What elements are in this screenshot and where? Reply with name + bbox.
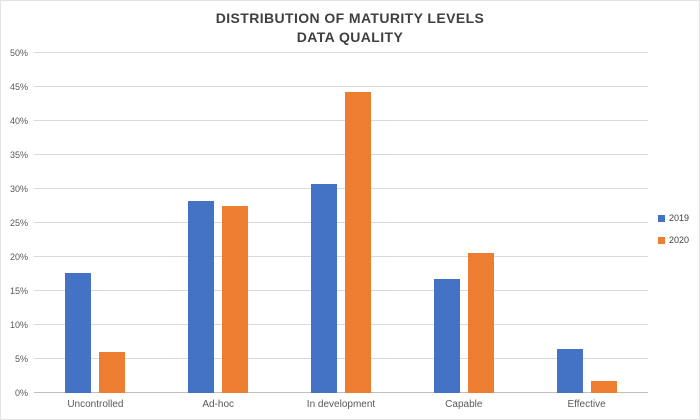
bar-group-capable bbox=[433, 252, 494, 393]
bar-2020 bbox=[345, 92, 371, 393]
gridline bbox=[34, 290, 648, 291]
y-tick-label: 25% bbox=[9, 218, 28, 228]
bar-2020 bbox=[467, 252, 494, 393]
y-tick-label: 15% bbox=[9, 286, 28, 296]
bar-2019 bbox=[65, 273, 92, 393]
category-label: In development bbox=[306, 399, 376, 410]
legend-item-2019: 2019 bbox=[657, 213, 689, 223]
bar-group-uncontrolled bbox=[65, 273, 126, 393]
category-label: Capable bbox=[445, 399, 483, 410]
category-label: Uncontrolled bbox=[67, 399, 124, 410]
bar-2020 bbox=[222, 206, 249, 393]
chart-title-line2: DATA QUALITY bbox=[296, 29, 404, 45]
gridline bbox=[34, 188, 648, 189]
bar-2019 bbox=[188, 200, 215, 393]
x-axis-line bbox=[34, 392, 648, 393]
gridline bbox=[34, 222, 648, 223]
legend-swatch-icon bbox=[657, 214, 665, 222]
legend-item-2020: 2020 bbox=[657, 235, 689, 245]
bar-2019 bbox=[556, 348, 583, 393]
legend-label: 2019 bbox=[668, 213, 689, 223]
bar-2019 bbox=[433, 278, 460, 393]
gridline bbox=[34, 86, 648, 87]
gridline bbox=[34, 154, 648, 155]
gridline bbox=[34, 358, 648, 359]
category-label: Effective bbox=[567, 399, 606, 410]
bar-group-ad-hoc bbox=[188, 200, 249, 393]
bar-group-effective bbox=[556, 348, 617, 393]
plot-area: 0% 5% 10% 15% 20% 25% 30% 35% 40% 45% 50% Uncontrol… bbox=[10, 48, 648, 410]
y-tick-label: 35% bbox=[9, 150, 28, 160]
y-tick-label: 20% bbox=[9, 252, 28, 262]
gridline bbox=[34, 256, 648, 257]
legend-label: 2020 bbox=[668, 235, 689, 245]
y-tick-label: 10% bbox=[9, 320, 28, 330]
bar-2019 bbox=[311, 184, 337, 393]
legend: 2019 2020 bbox=[657, 213, 689, 245]
y-tick-label: 0% bbox=[14, 388, 28, 398]
y-tick-label: 30% bbox=[9, 184, 28, 194]
y-tick-label: 45% bbox=[9, 82, 28, 92]
category-label: Ad-hoc bbox=[202, 399, 235, 410]
chart-title: DISTRIBUTION OF MATURITY LEVELS DATA QUA… bbox=[1, 9, 699, 47]
gridline bbox=[34, 324, 648, 325]
chart-title-line1: DISTRIBUTION OF MATURITY LEVELS bbox=[215, 10, 485, 26]
gridline bbox=[34, 52, 648, 53]
bar-2020 bbox=[99, 352, 126, 393]
y-tick-label: 50% bbox=[9, 48, 28, 58]
y-tick-label: 40% bbox=[9, 116, 28, 126]
y-tick-label: 5% bbox=[14, 354, 28, 364]
bar-2020 bbox=[590, 381, 617, 393]
bar-group-in-development bbox=[311, 92, 371, 393]
gridline bbox=[34, 120, 648, 121]
legend-swatch-icon bbox=[657, 236, 665, 244]
